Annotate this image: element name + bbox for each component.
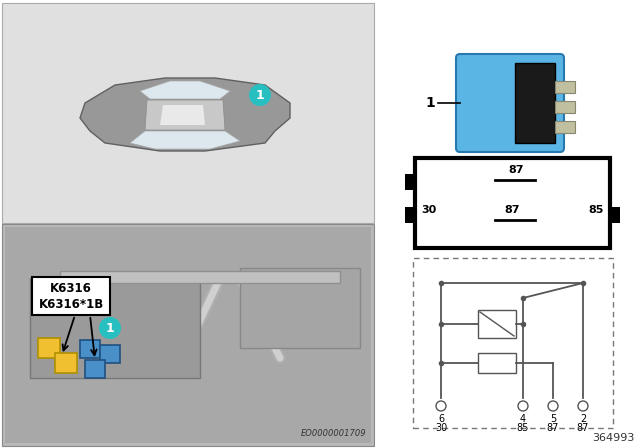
Bar <box>415 158 610 248</box>
Text: 87: 87 <box>509 165 524 175</box>
Circle shape <box>578 401 588 411</box>
Circle shape <box>518 401 528 411</box>
Bar <box>478 310 516 338</box>
Text: 87: 87 <box>547 423 559 433</box>
Polygon shape <box>80 78 290 151</box>
FancyBboxPatch shape <box>456 54 564 152</box>
Bar <box>405 174 417 190</box>
Bar <box>38 338 60 358</box>
Bar <box>30 278 200 378</box>
Text: 5: 5 <box>550 414 556 424</box>
Bar <box>100 345 120 363</box>
Bar <box>478 353 516 373</box>
Text: K6316: K6316 <box>50 281 92 294</box>
Bar <box>608 207 620 223</box>
Bar <box>555 121 575 133</box>
Text: 30: 30 <box>435 423 447 433</box>
Text: 1: 1 <box>106 322 115 335</box>
Bar <box>2 3 374 223</box>
Text: 4: 4 <box>520 414 526 424</box>
Text: 6: 6 <box>438 414 444 424</box>
Text: 87: 87 <box>505 205 520 215</box>
Text: K6316*1B: K6316*1B <box>38 297 104 310</box>
Bar <box>32 277 110 315</box>
Bar <box>405 207 417 223</box>
Circle shape <box>249 84 271 106</box>
Bar <box>2 224 374 446</box>
Polygon shape <box>145 100 225 130</box>
Bar <box>240 268 360 348</box>
Text: 85: 85 <box>588 205 604 215</box>
Polygon shape <box>160 105 205 125</box>
Circle shape <box>99 317 121 339</box>
Bar <box>515 63 555 143</box>
Bar <box>555 101 575 113</box>
Text: 1: 1 <box>425 96 435 110</box>
Text: EO0000001709: EO0000001709 <box>300 429 366 438</box>
Text: 2: 2 <box>580 414 586 424</box>
Bar <box>80 340 100 358</box>
Text: 30: 30 <box>421 205 436 215</box>
Text: 364993: 364993 <box>593 433 635 443</box>
Text: 87: 87 <box>577 423 589 433</box>
Text: 85: 85 <box>517 423 529 433</box>
Polygon shape <box>130 131 240 149</box>
Bar <box>413 258 613 428</box>
Circle shape <box>436 401 446 411</box>
Circle shape <box>548 401 558 411</box>
Text: 1: 1 <box>255 89 264 102</box>
Bar <box>85 360 105 378</box>
Bar <box>55 353 77 373</box>
Bar <box>555 81 575 93</box>
Polygon shape <box>140 81 230 99</box>
Bar <box>5 227 371 443</box>
Bar <box>60 271 340 283</box>
